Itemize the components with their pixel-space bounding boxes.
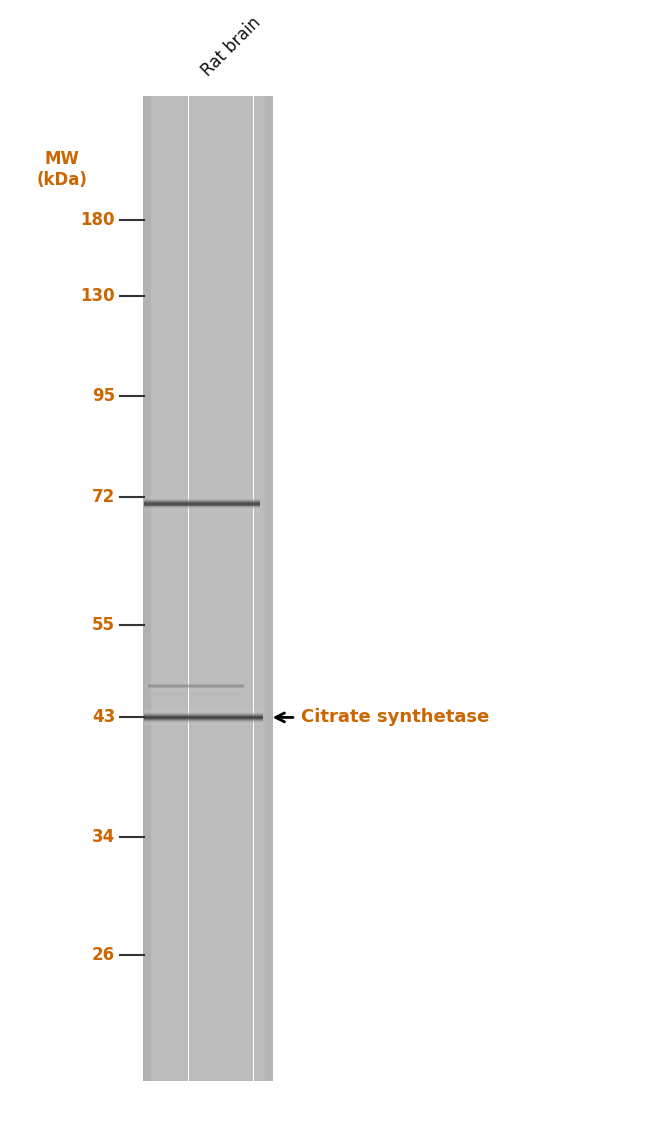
Bar <box>259 97 260 1081</box>
Bar <box>211 97 213 1081</box>
Bar <box>180 97 182 1081</box>
Bar <box>268 97 270 1081</box>
Bar <box>148 97 150 1081</box>
Bar <box>151 97 153 1081</box>
Text: 130: 130 <box>81 287 115 305</box>
Bar <box>183 97 185 1081</box>
Bar <box>239 97 240 1081</box>
Text: Citrate synthetase: Citrate synthetase <box>301 708 489 727</box>
Bar <box>185 97 187 1081</box>
Bar <box>202 97 203 1081</box>
Bar <box>231 97 233 1081</box>
Bar <box>194 97 195 1081</box>
Bar <box>170 97 172 1081</box>
Bar <box>150 97 151 1081</box>
Bar <box>159 97 161 1081</box>
Bar <box>216 97 218 1081</box>
Bar <box>157 97 159 1081</box>
Bar <box>176 97 177 1081</box>
Bar <box>265 97 266 1081</box>
Bar <box>144 97 146 1081</box>
Bar <box>209 97 211 1081</box>
Bar <box>200 97 202 1081</box>
Text: Rat brain: Rat brain <box>198 14 265 80</box>
Bar <box>237 97 239 1081</box>
Bar <box>207 97 208 1081</box>
Bar <box>266 97 268 1081</box>
Bar <box>254 97 255 1081</box>
Bar <box>260 97 261 1081</box>
Bar <box>221 97 222 1081</box>
Bar <box>174 97 176 1081</box>
Bar <box>255 97 257 1081</box>
Bar <box>229 97 231 1081</box>
Text: MW
(kDa): MW (kDa) <box>36 150 87 189</box>
Bar <box>222 97 224 1081</box>
Bar <box>143 97 144 1081</box>
Bar <box>196 97 198 1081</box>
Bar <box>233 97 234 1081</box>
Bar <box>190 97 192 1081</box>
Bar <box>226 97 228 1081</box>
Bar <box>177 97 179 1081</box>
Bar <box>198 97 200 1081</box>
Bar <box>234 97 235 1081</box>
Bar <box>156 97 157 1081</box>
Bar <box>155 97 156 1081</box>
Bar <box>187 97 188 1081</box>
Bar <box>213 97 215 1081</box>
Bar <box>164 97 166 1081</box>
Bar <box>218 97 219 1081</box>
Bar <box>242 97 244 1081</box>
Bar <box>188 97 190 1081</box>
Bar <box>172 97 174 1081</box>
Text: 26: 26 <box>92 946 115 964</box>
Bar <box>227 97 229 1081</box>
Bar <box>179 97 181 1081</box>
Bar <box>247 97 248 1081</box>
Bar <box>272 97 273 1081</box>
Bar <box>240 97 242 1081</box>
Text: 43: 43 <box>92 708 115 727</box>
Text: 95: 95 <box>92 388 115 405</box>
Bar <box>257 97 259 1081</box>
Text: 34: 34 <box>92 828 115 846</box>
Bar <box>203 97 205 1081</box>
Bar <box>192 97 194 1081</box>
Bar <box>245 97 247 1081</box>
Text: 55: 55 <box>92 615 115 633</box>
Bar <box>146 97 148 1081</box>
Bar <box>166 97 168 1081</box>
Bar <box>270 97 272 1081</box>
Bar <box>195 97 196 1081</box>
Text: 72: 72 <box>92 488 115 506</box>
Bar <box>224 97 226 1081</box>
Bar <box>162 97 164 1081</box>
Bar <box>208 97 209 1081</box>
Bar <box>263 97 265 1081</box>
Text: 180: 180 <box>81 210 115 229</box>
Bar <box>169 97 170 1081</box>
Bar <box>182 97 183 1081</box>
Bar <box>244 97 246 1081</box>
Bar <box>220 97 221 1081</box>
Bar <box>252 97 254 1081</box>
Bar <box>153 97 155 1081</box>
Bar <box>168 97 169 1081</box>
Bar <box>250 97 252 1081</box>
Bar <box>161 97 162 1081</box>
Bar <box>248 97 250 1081</box>
Bar <box>235 97 237 1081</box>
Bar <box>205 97 207 1081</box>
Bar <box>214 97 216 1081</box>
Bar <box>261 97 263 1081</box>
